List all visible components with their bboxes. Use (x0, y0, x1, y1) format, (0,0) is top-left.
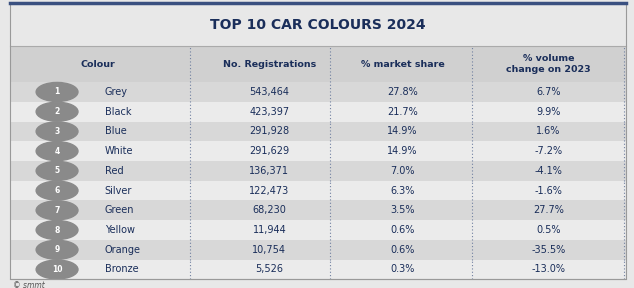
Circle shape (36, 181, 78, 200)
Text: Yellow: Yellow (105, 225, 134, 235)
Text: 3: 3 (55, 127, 60, 136)
Text: 7.0%: 7.0% (391, 166, 415, 176)
Text: Black: Black (105, 107, 131, 117)
Bar (10, 181, 626, 200)
Text: -4.1%: -4.1% (534, 166, 562, 176)
Text: TOP 10 CAR COLOURS 2024: TOP 10 CAR COLOURS 2024 (210, 18, 426, 32)
Text: % volume
change on 2023: % volume change on 2023 (506, 54, 591, 74)
Text: 1: 1 (55, 88, 60, 96)
Text: 14.9%: 14.9% (387, 126, 418, 137)
Text: 14.9%: 14.9% (387, 146, 418, 156)
Text: 291,629: 291,629 (249, 146, 290, 156)
Circle shape (36, 201, 78, 220)
Text: 291,928: 291,928 (249, 126, 290, 137)
Bar (10, 46, 626, 82)
Text: 21.7%: 21.7% (387, 107, 418, 117)
Text: Colour: Colour (81, 60, 115, 69)
Text: 0.6%: 0.6% (391, 245, 415, 255)
Bar (10, 240, 626, 260)
Text: 9: 9 (55, 245, 60, 254)
Text: 136,371: 136,371 (249, 166, 290, 176)
Text: 5: 5 (55, 166, 60, 175)
Text: -7.2%: -7.2% (534, 146, 562, 156)
Circle shape (36, 102, 78, 121)
Circle shape (36, 240, 78, 259)
Text: % market share: % market share (361, 60, 444, 69)
Text: 122,473: 122,473 (249, 185, 290, 196)
Circle shape (36, 221, 78, 240)
Text: Bronze: Bronze (105, 264, 138, 274)
Text: © smmt: © smmt (13, 281, 44, 288)
Text: 27.7%: 27.7% (533, 205, 564, 215)
Text: 68,230: 68,230 (252, 205, 287, 215)
Text: 423,397: 423,397 (249, 107, 290, 117)
Text: Orange: Orange (105, 245, 141, 255)
Bar (10, 161, 626, 181)
Circle shape (36, 82, 78, 101)
Text: Grey: Grey (105, 87, 127, 97)
Text: -35.5%: -35.5% (531, 245, 566, 255)
Text: -1.6%: -1.6% (534, 185, 562, 196)
Bar (10, 200, 626, 220)
Bar (10, 260, 626, 279)
Text: 2: 2 (55, 107, 60, 116)
Circle shape (36, 260, 78, 279)
Text: 27.8%: 27.8% (387, 87, 418, 97)
Text: 8: 8 (55, 226, 60, 234)
Text: Blue: Blue (105, 126, 126, 137)
Text: Red: Red (105, 166, 123, 176)
Text: 10: 10 (52, 265, 62, 274)
Bar (10, 220, 626, 240)
Text: 1.6%: 1.6% (536, 126, 560, 137)
Bar (10, 82, 626, 102)
Bar (10, 3, 626, 46)
Text: 5,526: 5,526 (256, 264, 283, 274)
Text: 3.5%: 3.5% (391, 205, 415, 215)
Text: -13.0%: -13.0% (531, 264, 566, 274)
Text: White: White (105, 146, 133, 156)
Bar (10, 141, 626, 161)
Text: No. Registrations: No. Registrations (223, 60, 316, 69)
Text: 6.7%: 6.7% (536, 87, 560, 97)
Text: 0.5%: 0.5% (536, 225, 560, 235)
Text: 7: 7 (55, 206, 60, 215)
Text: 0.6%: 0.6% (391, 225, 415, 235)
Text: 6: 6 (55, 186, 60, 195)
Text: 10,754: 10,754 (252, 245, 287, 255)
Text: 0.3%: 0.3% (391, 264, 415, 274)
Circle shape (36, 122, 78, 141)
Text: 6.3%: 6.3% (391, 185, 415, 196)
Circle shape (36, 161, 78, 180)
Text: Green: Green (105, 205, 134, 215)
Bar (10, 102, 626, 122)
Bar (10, 122, 626, 141)
Text: 11,944: 11,944 (252, 225, 287, 235)
Text: Silver: Silver (105, 185, 132, 196)
Text: 543,464: 543,464 (249, 87, 290, 97)
Text: 4: 4 (55, 147, 60, 156)
Text: 9.9%: 9.9% (536, 107, 560, 117)
Circle shape (36, 142, 78, 161)
